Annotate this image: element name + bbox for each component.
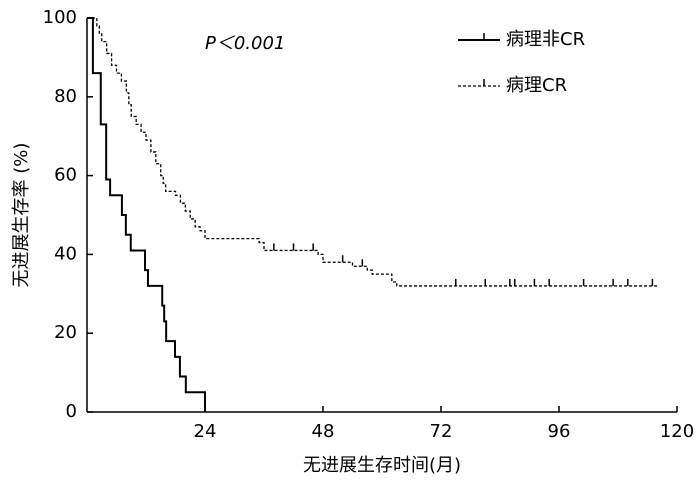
x-tick-label: 24: [194, 421, 217, 442]
y-tick-label: 60: [54, 165, 77, 186]
legend-label: 病理CR: [506, 75, 567, 96]
x-tick-label: 96: [548, 421, 571, 442]
y-tick-label: 20: [54, 322, 77, 343]
y-tick-label: 80: [54, 86, 77, 107]
x-tick-label: 72: [430, 421, 453, 442]
survival-curve: [87, 17, 206, 412]
survival-curve: [87, 17, 658, 287]
x-tick-label: 120: [660, 421, 694, 442]
x-tick-label: 48: [312, 421, 335, 442]
y-tick-label: 40: [54, 243, 77, 264]
x-axis-label: 无进展生存时间(月): [303, 455, 461, 476]
y-tick-label: 0: [66, 401, 77, 422]
p-value: P＜0.001: [205, 33, 285, 54]
legend-label: 病理非CR: [506, 29, 585, 50]
y-axis-label: 无进展生存率 (%): [11, 143, 32, 288]
y-tick-label: 100: [43, 7, 77, 28]
